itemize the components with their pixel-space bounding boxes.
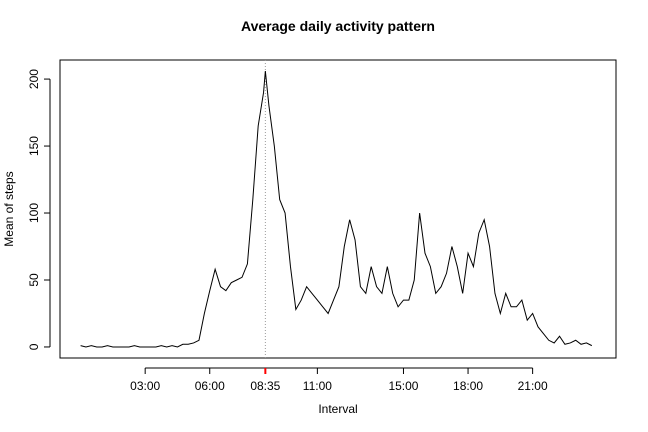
x-tick-label: 03:00	[130, 379, 160, 393]
y-tick-label: 150	[27, 136, 41, 156]
y-tick-label: 100	[27, 203, 41, 223]
x-tick-label: 08:35	[250, 379, 280, 393]
y-tick-label: 0	[27, 343, 41, 350]
x-tick-label: 06:00	[195, 379, 225, 393]
x-tick-label: 15:00	[388, 379, 418, 393]
x-tick-label: 21:00	[518, 379, 548, 393]
x-tick-label: 18:00	[453, 379, 483, 393]
chart-title: Average daily activity pattern	[241, 18, 435, 34]
x-axis-label: Interval	[318, 402, 357, 416]
data-line	[80, 70, 593, 348]
x-tick-label: 11:00	[303, 379, 332, 393]
y-tick-label: 200	[27, 69, 41, 89]
y-tick-label: 50	[27, 273, 41, 287]
y-axis-label: Mean of steps	[2, 171, 16, 246]
plot-frame	[59, 59, 617, 359]
